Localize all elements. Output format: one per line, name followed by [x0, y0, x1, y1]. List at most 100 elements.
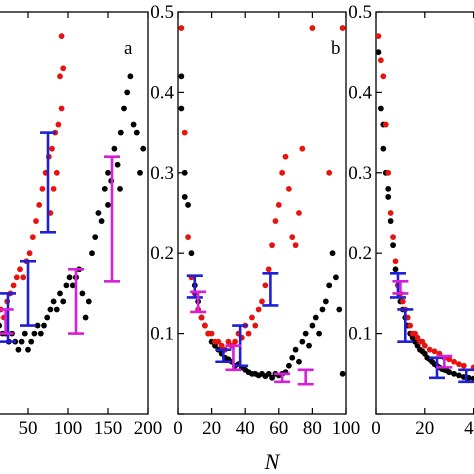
red-point	[20, 274, 27, 281]
magenta-error-bar	[436, 354, 453, 369]
black-point	[95, 210, 102, 216]
black-point	[79, 290, 86, 297]
black-point	[53, 306, 60, 313]
red-point	[198, 314, 205, 321]
red-point	[255, 306, 262, 313]
red-point	[376, 33, 382, 40]
black-point	[57, 290, 63, 297]
black-point	[98, 218, 105, 224]
black-point	[114, 161, 121, 168]
x-tick-label: 80	[303, 418, 322, 439]
black-point	[312, 314, 319, 321]
black-point	[181, 194, 188, 200]
red-point	[285, 185, 292, 192]
black-point	[82, 314, 89, 321]
plot-frame	[0, 11, 149, 415]
black-point	[121, 105, 127, 112]
data-layer	[376, 33, 474, 384]
black-point	[133, 129, 140, 136]
red-point	[55, 121, 62, 128]
red-point	[13, 274, 20, 281]
red-point	[380, 73, 387, 80]
red-point	[201, 322, 208, 329]
y-tick-label: 0.2	[348, 243, 372, 264]
x-tick-label: 20	[415, 418, 434, 439]
magenta-error-bar	[190, 290, 207, 314]
x-tick-label: 0	[173, 418, 183, 439]
black-point	[50, 298, 57, 305]
black-point	[92, 234, 99, 241]
red-point	[60, 65, 67, 72]
black-point	[322, 298, 329, 305]
blue-error-bar	[397, 308, 414, 343]
y-tick-label: 0.3	[348, 163, 372, 184]
red-point	[390, 234, 396, 241]
blue-error-bar	[186, 274, 203, 299]
black-point	[339, 370, 346, 377]
red-point	[292, 242, 299, 249]
data-layer	[0, 33, 147, 353]
black-point	[376, 49, 382, 56]
plot-frame	[375, 11, 474, 415]
red-point	[259, 298, 265, 305]
black-point	[89, 250, 95, 257]
black-point	[37, 330, 44, 337]
panel-label: b	[331, 38, 341, 59]
red-point	[33, 218, 39, 224]
black-point	[178, 105, 185, 112]
black-point	[319, 306, 326, 313]
magenta-error-bar	[274, 372, 291, 384]
y-tick-label: 0.3	[150, 163, 174, 184]
black-point	[181, 169, 188, 176]
x-tick-label: 40	[236, 418, 255, 439]
black-point	[309, 322, 316, 329]
black-point	[456, 372, 462, 379]
black-point	[41, 322, 47, 329]
red-point	[232, 338, 239, 345]
black-point	[60, 298, 67, 305]
black-point	[101, 185, 108, 192]
red-point	[58, 105, 65, 112]
x-axis-title: N	[264, 449, 281, 474]
black-point	[269, 374, 275, 381]
red-point	[185, 234, 191, 241]
magenta-error-bar	[297, 368, 314, 386]
black-point	[31, 330, 38, 337]
black-point	[377, 105, 384, 112]
blue-error-bar	[458, 368, 474, 384]
x-tick-label: 40	[464, 418, 474, 439]
black-point	[34, 322, 41, 329]
red-point	[58, 33, 65, 40]
magenta-error-bar	[0, 308, 14, 335]
red-point	[326, 169, 333, 176]
black-point	[390, 242, 396, 249]
x-tick-label: 20	[202, 418, 221, 439]
plot-frame	[177, 11, 347, 415]
red-point	[299, 145, 306, 152]
x-tick-label: 100	[54, 418, 83, 439]
red-point	[269, 242, 275, 249]
y-tick-label: 0.4	[348, 82, 372, 103]
red-point	[377, 57, 384, 64]
blue-error-bar	[40, 131, 56, 234]
red-point	[385, 169, 392, 176]
red-point	[249, 314, 255, 321]
black-point	[105, 169, 111, 176]
red-point	[265, 266, 272, 273]
x-tick-label: 150	[94, 418, 123, 439]
blue-error-bar	[215, 348, 232, 364]
black-point	[105, 202, 111, 208]
black-point	[15, 346, 22, 353]
y-tick-label: 0.5	[348, 2, 372, 23]
red-point	[57, 73, 63, 80]
red-point	[262, 282, 269, 289]
red-point	[215, 338, 222, 345]
black-point	[265, 370, 272, 377]
panel-b: 0 20 40 60 80 100 0.1 0.2 0.3 0.4 0.5 b	[150, 2, 360, 439]
black-point	[385, 194, 392, 200]
black-point	[299, 338, 306, 345]
red-point	[26, 250, 33, 257]
black-point	[47, 306, 54, 313]
red-point	[17, 266, 23, 273]
blue-error-bar	[20, 259, 36, 327]
